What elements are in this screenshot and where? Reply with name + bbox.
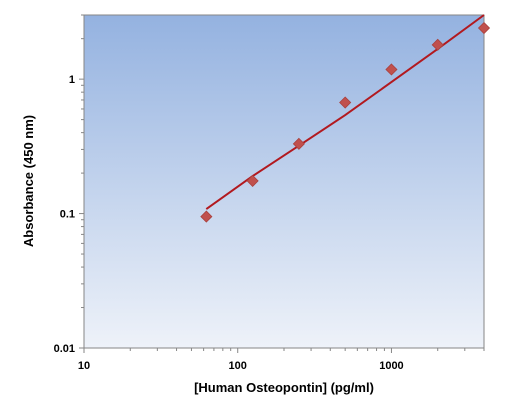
data-point [246, 174, 259, 187]
x-tick-label: 1000 [379, 360, 403, 372]
data-point [431, 38, 444, 51]
y-axis: 0.01 0.1 1 [54, 14, 84, 355]
data-point [200, 210, 213, 223]
x-axis: 10 100 1000 [78, 348, 485, 372]
data-point [385, 63, 398, 76]
plot-area [83, 14, 485, 349]
y-tick-label: 1 [69, 74, 75, 86]
data-points [200, 21, 491, 223]
x-axis-title: [Human Osteopontin] (pg/ml) [194, 380, 374, 395]
data-point [477, 21, 491, 35]
y-tick-label: 0.1 [60, 209, 75, 221]
y-tick-label: 0.01 [54, 343, 75, 355]
y-axis-title: Absorbance (450 nm) [21, 115, 36, 247]
x-tick-label: 10 [78, 360, 90, 372]
x-tick-label: 100 [229, 360, 247, 372]
data-point [292, 137, 305, 150]
data-point [339, 96, 352, 109]
